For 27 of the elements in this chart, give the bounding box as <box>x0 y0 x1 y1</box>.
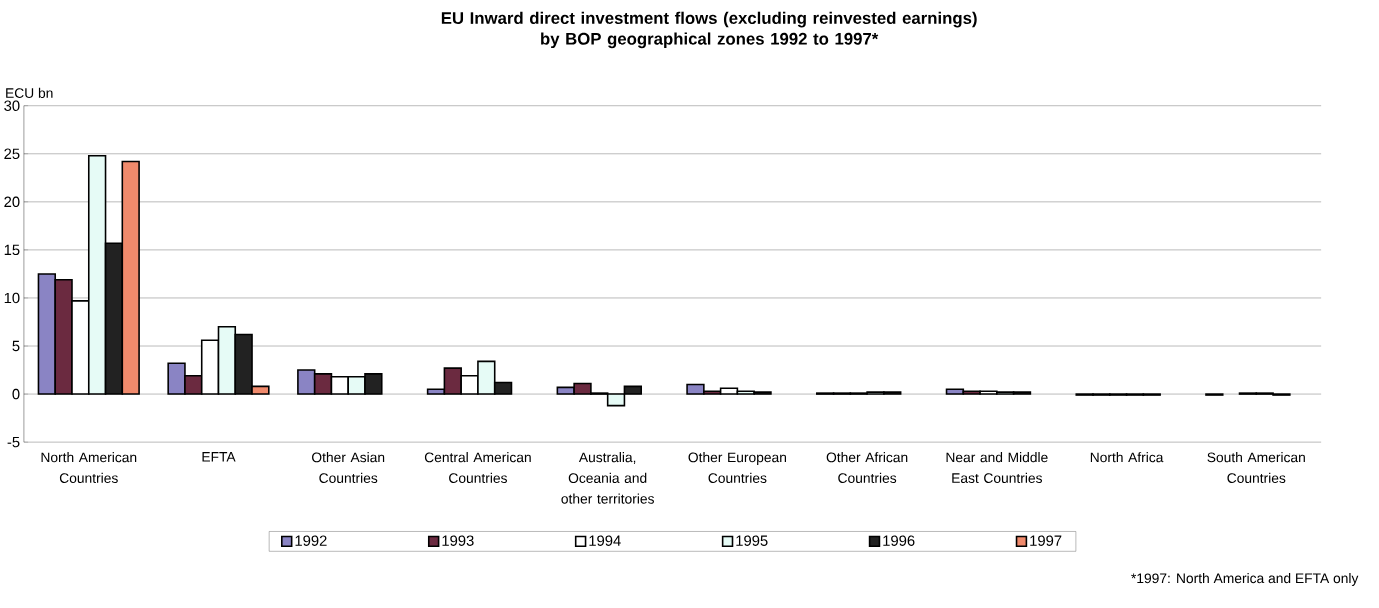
x-tick-label: Australia, Oceania and other territories <box>561 452 654 504</box>
x-tick-label: Other Asian Countries <box>312 452 385 484</box>
chart-title: EU Inward direct investment flows (excluding reinvested earnings) by BOP geographical zones 1992 to 1997* <box>441 11 977 49</box>
x-tick-label: Near and Middle East Countries <box>946 452 1048 484</box>
y-tick-label: -5 <box>7 437 20 448</box>
y-tick-label: 20 <box>4 196 20 208</box>
x-tick-label: Other European Countries <box>688 452 786 484</box>
legend-label: 1996 <box>883 535 915 547</box>
y-tick-label: 10 <box>4 292 20 304</box>
y-tick-label: 25 <box>4 148 20 160</box>
y-tick-label: 5 <box>12 341 20 352</box>
y-tick-label: 0 <box>12 389 20 400</box>
legend-label: 1992 <box>295 535 327 547</box>
x-tick-label: Other African Countries <box>826 452 908 484</box>
text: *1997: North America and EFTA only <box>1131 573 1359 587</box>
x-tick-label: North American Countries <box>41 452 137 484</box>
x-tick-label: EFTA <box>202 452 236 462</box>
legend-label: 1994 <box>589 535 621 547</box>
legend-label: 1997 <box>1030 535 1062 547</box>
legend-label: 1993 <box>442 535 474 547</box>
x-tick-label: North Africa <box>1090 452 1164 463</box>
y-tick-label: 15 <box>4 244 20 256</box>
x-tick-label: South American Countries <box>1207 452 1305 484</box>
y-tick-label: 30 <box>4 100 20 112</box>
y-axis-title: ECU bn <box>6 87 53 99</box>
legend-label: 1995 <box>736 535 768 547</box>
x-tick-label: Central American Countries <box>424 452 531 484</box>
